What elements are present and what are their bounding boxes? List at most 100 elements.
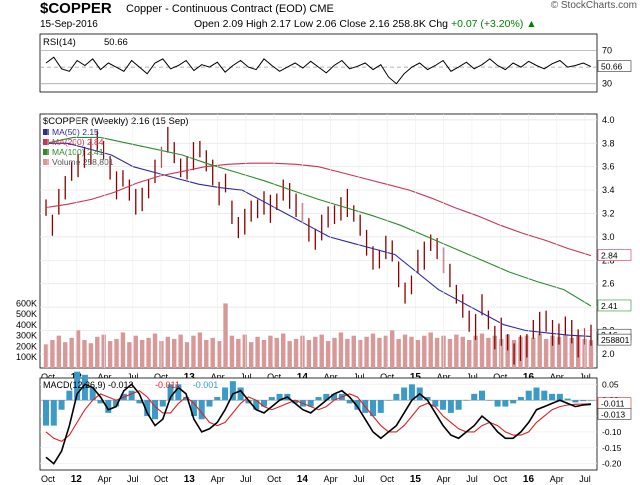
volume-bar xyxy=(69,337,74,368)
quote-date: 15-Sep-2016 xyxy=(40,19,98,30)
macd-histogram-bar xyxy=(113,400,120,407)
macd-histogram-bar xyxy=(268,397,275,401)
volume-tick-label: 200K xyxy=(16,341,37,351)
price-tick-label: 3.4 xyxy=(602,185,615,195)
macd-x-tick-label: 16 xyxy=(523,474,535,485)
volume-bar xyxy=(492,335,498,368)
macd-histogram-bar xyxy=(152,400,158,420)
macd-x-tick-label: Apr xyxy=(211,474,225,484)
macd-histogram-bar xyxy=(510,400,517,404)
macd-last-label: -0.013 xyxy=(601,409,625,419)
volume-bar xyxy=(63,342,68,368)
volume-tick-label: 500K xyxy=(16,309,37,319)
price-tick-label: 3.0 xyxy=(602,232,615,242)
x-tick-label: 13 xyxy=(184,372,196,383)
macd-tick-label: -0.15 xyxy=(602,443,622,453)
volume-tick-label: 100K xyxy=(16,352,37,362)
volume-bar xyxy=(505,334,510,368)
macd-histogram-bar xyxy=(81,374,88,401)
rsi-legend-label: RSI(14) xyxy=(43,37,76,48)
x-tick-label: Oct xyxy=(154,372,169,382)
volume-summary: 258.8K xyxy=(392,18,426,30)
macd-x-tick-label: Apr xyxy=(98,474,112,484)
macd-histogram-bar xyxy=(370,400,376,417)
rsi-line xyxy=(45,56,592,85)
rsi-last-label-box xyxy=(597,60,632,72)
macd-histogram-bar xyxy=(245,400,252,404)
rsi-tick-label: 30 xyxy=(602,79,612,89)
volume-bar xyxy=(165,336,171,368)
volume-bar xyxy=(486,337,491,368)
volume-bar xyxy=(390,330,395,368)
legend-label: MA(200) 2.84 xyxy=(52,137,104,147)
legend-label: MA(50) 2.15 xyxy=(52,127,99,137)
macd-histogram-bar xyxy=(43,400,49,426)
macd-histogram-bar xyxy=(479,390,485,401)
volume-bar xyxy=(569,337,574,368)
x-tick-label: 15 xyxy=(410,372,422,383)
volume-bar xyxy=(191,335,196,368)
volume-bar xyxy=(396,338,401,368)
volume-bar xyxy=(50,340,55,368)
macd-histogram-bar xyxy=(144,400,151,417)
macd-tick-label: -0.20 xyxy=(602,459,622,469)
volume-bar xyxy=(588,340,594,368)
macd-x-tick-label: 14 xyxy=(297,474,309,485)
macd-histogram-bar xyxy=(556,393,563,401)
macd-tick-label: -0.10 xyxy=(602,427,622,437)
volume-bar xyxy=(357,340,363,368)
rsi-tick-label: 70 xyxy=(602,46,612,56)
macd-tick-label: 0.05 xyxy=(602,379,619,389)
volume-bar xyxy=(582,338,587,368)
volume-bar xyxy=(204,340,209,368)
macd-histogram-bar xyxy=(214,397,221,401)
macd-x-tick-label: Jul xyxy=(579,474,591,484)
volume-bar xyxy=(415,340,421,368)
volume-bar xyxy=(447,338,453,368)
volume-bar xyxy=(563,334,568,368)
macd-histogram-bar xyxy=(307,400,314,407)
macd-x-tick-label: Jul xyxy=(353,474,365,484)
x-tick-label: Apr xyxy=(98,372,112,382)
macd-histogram-bar xyxy=(385,400,392,401)
macd-x-tick-label: Jul xyxy=(240,474,252,484)
quote-summary: Open 2.09 High 2.17 Low 2.06 Close 2.16 … xyxy=(194,18,537,30)
macd-histogram-bar xyxy=(315,397,322,401)
macd-histogram-bar xyxy=(167,384,174,401)
macd-histogram-bar xyxy=(549,393,556,401)
macd-x-tick-label: Oct xyxy=(41,474,56,484)
volume-bar xyxy=(370,333,376,368)
rsi-panel-frame xyxy=(39,33,598,93)
volume-bar xyxy=(287,341,292,368)
macd-histogram-bar xyxy=(128,390,135,401)
macd-histogram-bar xyxy=(440,400,447,410)
volume-bar xyxy=(229,335,235,368)
macd-histogram-bar xyxy=(346,400,353,404)
macd-histogram-bar xyxy=(97,400,104,404)
brand-watermark: © StockCharts.com xyxy=(550,0,637,11)
volume-bar xyxy=(402,334,408,368)
macd-histogram-bar xyxy=(190,400,197,417)
macd-x-tick-label: Jul xyxy=(127,474,139,484)
macd-histogram-bar xyxy=(292,400,299,404)
macd-histogram-bar xyxy=(229,381,236,401)
x-tick-label: Jul xyxy=(240,372,252,382)
macd-histogram-bar xyxy=(253,400,260,410)
volume-bar xyxy=(261,340,267,368)
macd-histogram-bar xyxy=(580,400,587,402)
price-tick-label: 2.6 xyxy=(602,279,615,289)
volume-bar xyxy=(364,336,369,368)
macd-x-tick-label: Apr xyxy=(324,474,338,484)
macd-histogram-bar xyxy=(66,390,73,401)
volume-bar xyxy=(479,333,485,368)
legend-swatch xyxy=(43,129,49,135)
price-tick-label: 4.0 xyxy=(602,115,615,125)
price-tick-label: 3.2 xyxy=(602,208,615,218)
price-tick-label: 3.6 xyxy=(602,162,615,172)
macd-legend-label: MACD(12,26,9) -0.013 xyxy=(43,380,134,390)
volume-bar xyxy=(107,341,113,368)
x-tick-label: Oct xyxy=(267,372,282,382)
legend-label: MA(100) 2.41 xyxy=(52,147,104,157)
macd-x-tick-label: Oct xyxy=(493,474,508,484)
macd-histogram-bar xyxy=(533,387,540,401)
